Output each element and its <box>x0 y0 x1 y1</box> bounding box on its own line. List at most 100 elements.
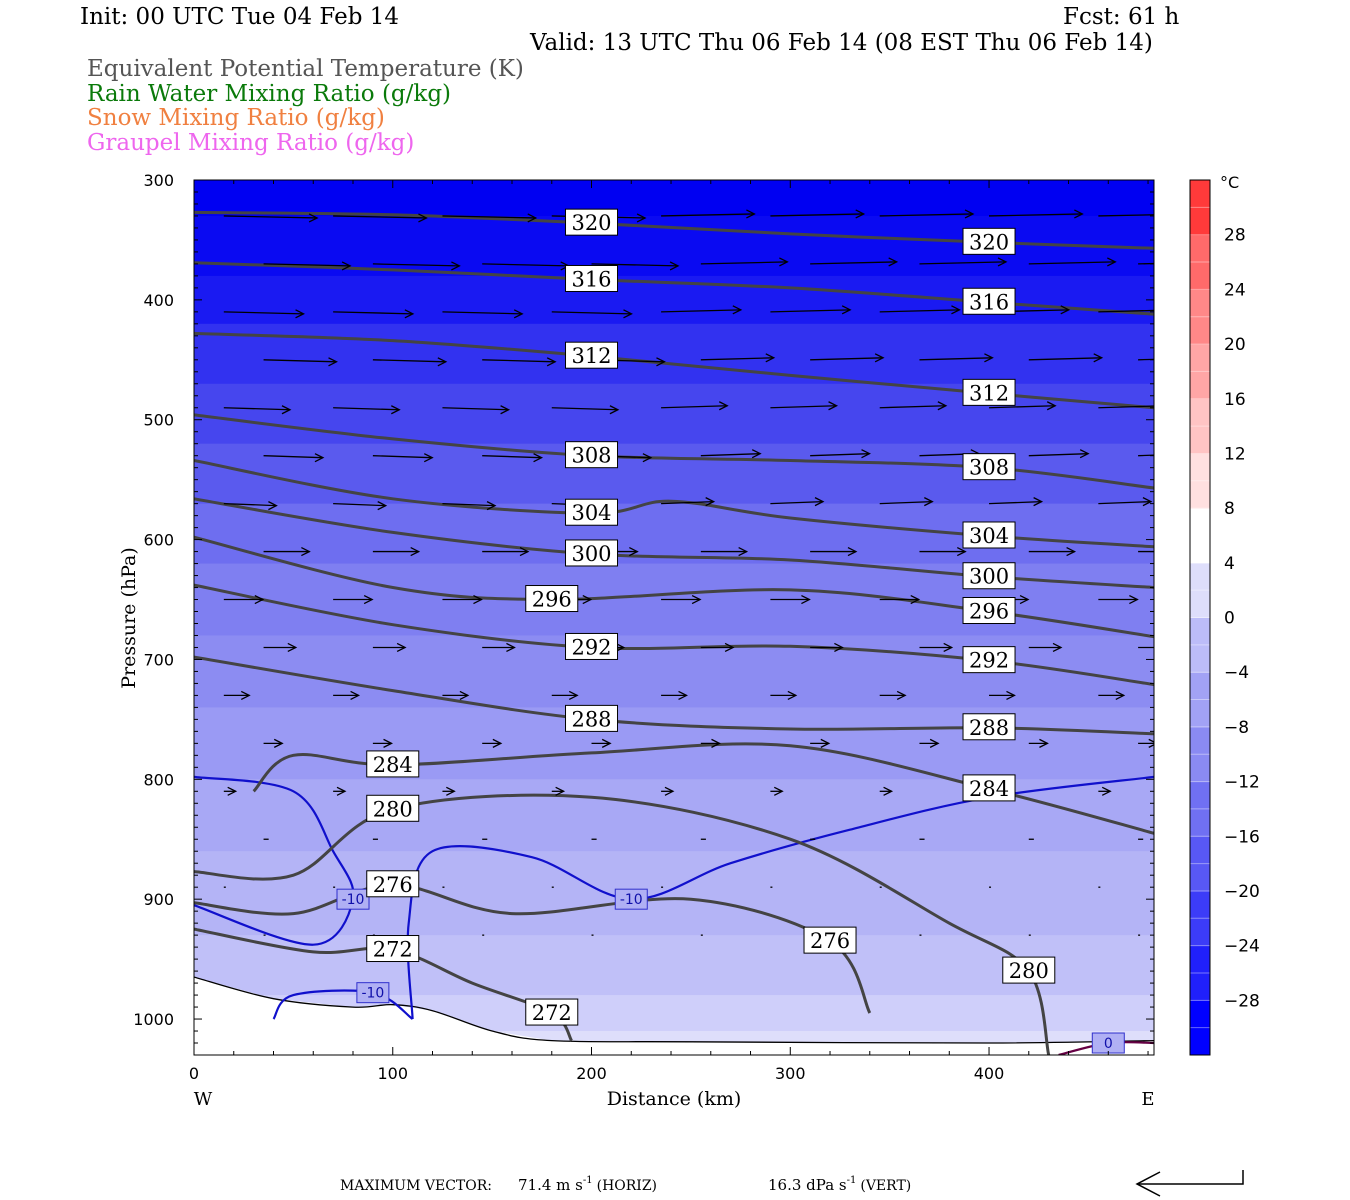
wind-vector <box>1138 646 1154 649</box>
plot-frame <box>193 179 1155 1056</box>
theta-e-label: 312 <box>565 341 619 369</box>
x-right-end-label: E <box>1141 1089 1154 1110</box>
theta-e-value: 272 <box>373 938 413 962</box>
theta-e-label: 284 <box>962 774 1016 802</box>
colorbar-band <box>1190 180 1210 236</box>
colorbar: °C 28 24 20 16 12 8 4 0 −4 −8 −12 −16 −20 −24 −28 <box>1189 173 1260 1056</box>
theta-e-label: 316 <box>962 287 1016 315</box>
wind-vector <box>700 449 762 459</box>
wind-vector <box>700 738 721 748</box>
wind-vector <box>810 353 885 363</box>
x-tick-label: 100 <box>377 1064 408 1083</box>
theta-e-label: 292 <box>565 632 619 660</box>
temperature-contour-label: -10 <box>336 888 370 910</box>
contour-labels: -10 -10 -10 0 320 320 316 316 312 312 308 308 304 304… <box>336 208 1125 1054</box>
wind-vector <box>263 738 284 748</box>
init-time: Init: 00 UTC Tue 04 Feb 14 <box>80 4 400 30</box>
wind-vector <box>810 642 844 653</box>
theta-e-value: 292 <box>969 649 1009 673</box>
colorbar-frame <box>1189 179 1211 1056</box>
theta-e-value: 288 <box>969 716 1009 740</box>
colorbar-band <box>1190 781 1210 837</box>
temperature-contour-value: -10 <box>361 986 384 1002</box>
theta-e-label: 272 <box>366 935 420 963</box>
temperature-contour-value: -10 <box>342 892 365 908</box>
theta-e-label: 292 <box>962 646 1016 674</box>
wind-vector <box>1028 257 1117 267</box>
theta-e-label: 280 <box>366 794 420 822</box>
wind-vector <box>223 690 251 700</box>
x-tick-label: 0 <box>189 1064 199 1083</box>
theta-e-value: 280 <box>373 797 413 821</box>
wind-vector <box>442 213 538 223</box>
colorbar-band <box>1190 726 1210 783</box>
wind-vector <box>223 405 292 415</box>
x-tick-label: 300 <box>775 1064 806 1083</box>
forecast-hour: Fcst: 61 h <box>1063 4 1180 30</box>
colorbar-band <box>1190 890 1210 947</box>
colorbar-tick-label: −4 <box>1224 663 1249 683</box>
colorbar-band <box>1190 836 1210 892</box>
colorbar-tick-label: 12 <box>1224 444 1246 464</box>
colorbar-band <box>1190 344 1210 400</box>
wind-vector <box>661 401 729 411</box>
x-axis-label: Distance (km) <box>607 1088 742 1110</box>
temperature-contour-label: -10 <box>356 982 390 1004</box>
theta-e-label: 308 <box>565 441 619 469</box>
wind-vector <box>223 594 265 605</box>
theta-e-label: 288 <box>565 704 619 732</box>
wind-vectors <box>223 209 1154 936</box>
colorbar-band <box>1190 562 1210 618</box>
wind-vector <box>770 497 825 507</box>
theta-e-value: 316 <box>571 267 611 291</box>
theta-e-value: 276 <box>373 873 413 897</box>
wind-vector <box>810 257 899 267</box>
theta-e-value: 276 <box>810 929 850 953</box>
legend-rain: Rain Water Mixing Ratio (g/kg) <box>87 81 452 107</box>
wind-vector <box>482 453 544 463</box>
theta-e-value: 316 <box>969 290 1009 314</box>
theta-e-value: 304 <box>969 524 1009 548</box>
colorbar-band <box>1190 1000 1210 1056</box>
wind-vector <box>661 786 675 796</box>
theta-e-label: 276 <box>366 870 420 898</box>
theta-e-value: 320 <box>969 230 1009 254</box>
wind-vector <box>879 690 907 700</box>
temperature-contour-value: -10 <box>620 892 643 908</box>
theta-e-value: 296 <box>532 588 572 612</box>
colorbar-tick-label: 16 <box>1224 390 1246 410</box>
theta-e-value: 320 <box>571 211 611 235</box>
wind-vector <box>661 305 743 315</box>
wind-vector <box>551 309 633 319</box>
wind-vector <box>372 546 421 557</box>
max-vector-label: MAXIMUM VECTOR: <box>340 1178 492 1194</box>
valid-time: Valid: 13 UTC Thu 06 Feb 14 (08 EST Thu … <box>530 30 1153 56</box>
colorbar-band <box>1190 945 1210 1001</box>
wind-vector <box>1098 405 1154 409</box>
wind-vector <box>1028 353 1104 363</box>
theta-e-label: 320 <box>962 227 1016 255</box>
wind-vector <box>810 738 831 748</box>
wind-vector <box>1098 309 1154 313</box>
wind-vector <box>223 786 238 796</box>
colorbar-tick-label: 28 <box>1224 226 1246 246</box>
wind-vector <box>700 642 735 653</box>
theta-e-label: 304 <box>565 498 619 526</box>
wind-vector <box>661 690 688 700</box>
wind-vector <box>333 501 388 511</box>
y-tick-label: 500 <box>143 411 174 430</box>
wind-vector <box>919 353 994 363</box>
wind-vector <box>1028 642 1063 653</box>
wind-vector <box>333 405 401 415</box>
wind-vector <box>223 309 305 319</box>
wind-vector <box>919 642 954 653</box>
colorbar-band <box>1190 289 1210 345</box>
theta-e-value: 288 <box>571 707 611 731</box>
wind-vector <box>661 594 702 605</box>
colorbar-tick-label: −8 <box>1224 718 1249 738</box>
theta-e-value: 308 <box>969 456 1009 480</box>
wind-vector <box>263 642 298 653</box>
wind-vector <box>223 501 278 511</box>
wind-vector <box>372 453 434 463</box>
legend-snow: Snow Mixing Ratio (g/kg) <box>87 105 385 131</box>
